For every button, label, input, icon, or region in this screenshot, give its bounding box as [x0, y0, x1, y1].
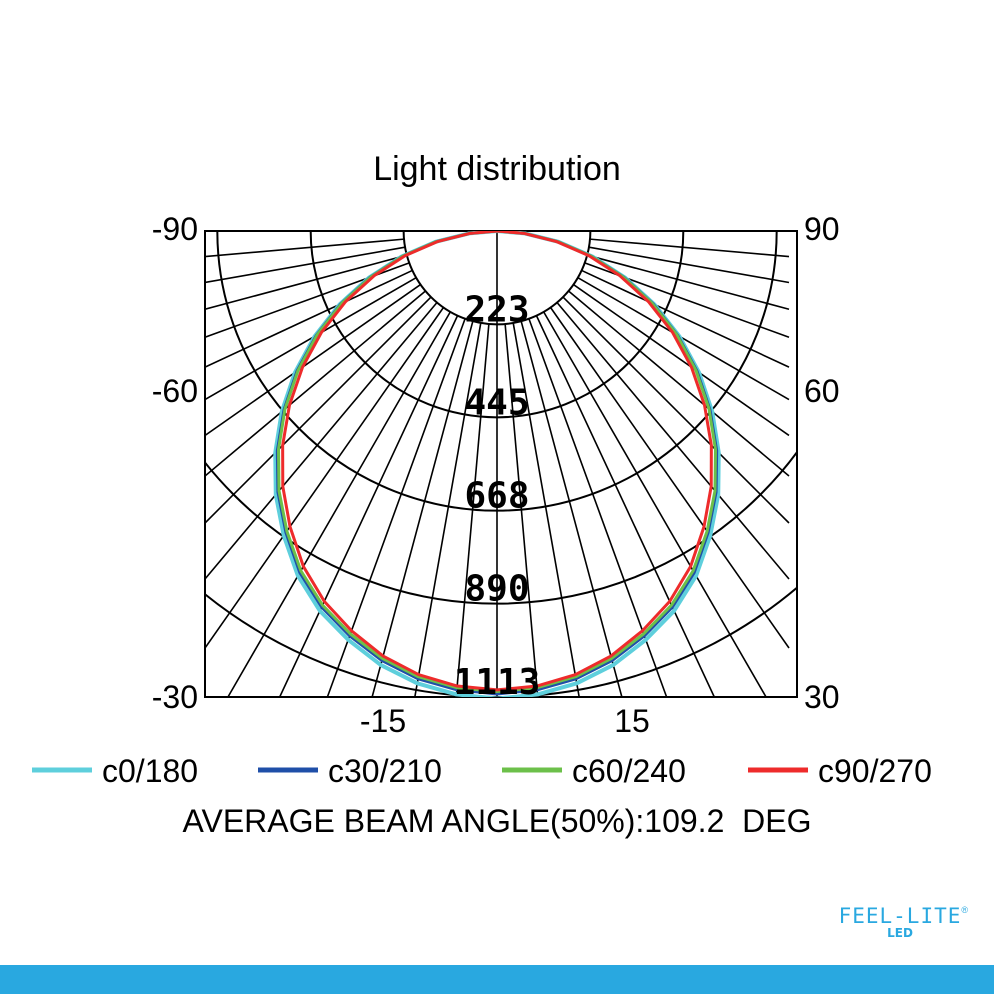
ring-label: 223	[464, 289, 529, 330]
spoke	[205, 290, 426, 477]
polar-grid	[205, 231, 797, 697]
spoke	[205, 307, 445, 649]
spoke	[205, 283, 421, 437]
registered-mark: ®	[961, 905, 968, 915]
spoke	[568, 290, 790, 477]
left-label-2: -30	[152, 679, 198, 715]
logo-sub: LED	[887, 926, 913, 940]
beam-angle-footer: AVERAGE BEAM ANGLE(50%):109.2 DEG	[183, 803, 812, 839]
right-label-1: 60	[804, 373, 840, 409]
spoke	[205, 254, 408, 311]
legend-label: c90/270	[818, 753, 932, 789]
spoke	[588, 246, 790, 284]
legend-label: c60/240	[572, 753, 686, 789]
spoke	[581, 269, 790, 368]
spoke	[589, 238, 790, 258]
spoke	[455, 323, 490, 697]
spoke	[542, 311, 767, 697]
spoke	[414, 322, 482, 697]
logo-main: FEEL-LITE	[838, 904, 962, 928]
spoke	[205, 269, 413, 368]
spoke	[227, 311, 452, 697]
spoke	[205, 238, 405, 258]
left-label-1: -60	[152, 373, 198, 409]
bottom-label-1: 15	[614, 703, 650, 739]
spoke	[573, 283, 790, 437]
spoke	[520, 320, 623, 697]
spoke	[205, 276, 417, 401]
right-label-2: 30	[804, 679, 840, 715]
spoke	[205, 246, 406, 284]
legend-label: c0/180	[102, 753, 198, 789]
spoke	[504, 323, 539, 697]
ring-label: 890	[464, 569, 529, 610]
curves	[273, 231, 721, 697]
spoke	[556, 302, 790, 580]
spoke	[562, 296, 790, 524]
series-c90-270	[281, 231, 713, 692]
bottom-label-0: -15	[360, 703, 406, 739]
spoke	[535, 315, 716, 697]
ring-label: 445	[464, 382, 529, 423]
spoke	[278, 315, 459, 697]
right-label-0: 90	[804, 211, 840, 247]
spoke	[205, 302, 438, 580]
spoke	[371, 320, 474, 697]
spoke	[577, 276, 790, 401]
brand-logo: FEEL-LITE LED ®	[830, 905, 970, 940]
ring-label: 668	[464, 476, 529, 517]
spoke	[512, 322, 580, 697]
chart-title: Light distribution	[373, 150, 621, 188]
series-c60-240	[277, 231, 717, 694]
ring-label: 1113	[454, 662, 541, 703]
spoke	[549, 307, 790, 649]
spoke	[586, 254, 790, 311]
spoke	[205, 296, 432, 524]
footer-bar	[0, 965, 994, 994]
legend-label: c30/210	[328, 753, 442, 789]
left-label-0: -90	[152, 211, 198, 247]
